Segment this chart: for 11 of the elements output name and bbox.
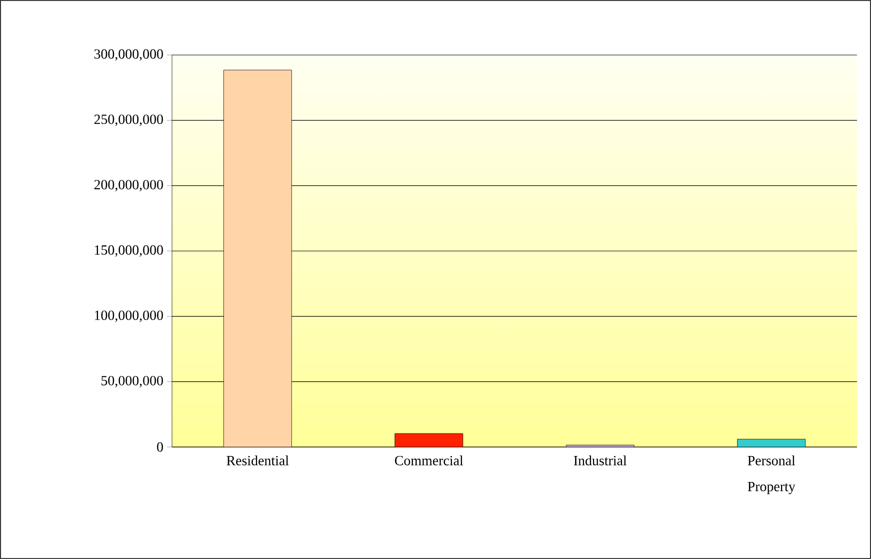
y-tick-label: 150,000,000 bbox=[94, 245, 163, 257]
y-tick-label: 0 bbox=[157, 442, 163, 452]
x-tick-label: Commercial bbox=[394, 456, 464, 466]
y-tick-label: 200,000,000 bbox=[94, 180, 163, 192]
x-tick-label: Industrial bbox=[574, 456, 627, 466]
y-tick-label: 50,000,000 bbox=[102, 376, 163, 388]
y-tick-label: 100,000,000 bbox=[94, 310, 163, 322]
y-tick-label: 300,000,000 bbox=[94, 49, 163, 61]
y-tick-label: 250,000,000 bbox=[94, 114, 163, 126]
x-tick-label: Residential bbox=[226, 456, 289, 466]
x-tick-label: Personal Property bbox=[748, 456, 796, 494]
